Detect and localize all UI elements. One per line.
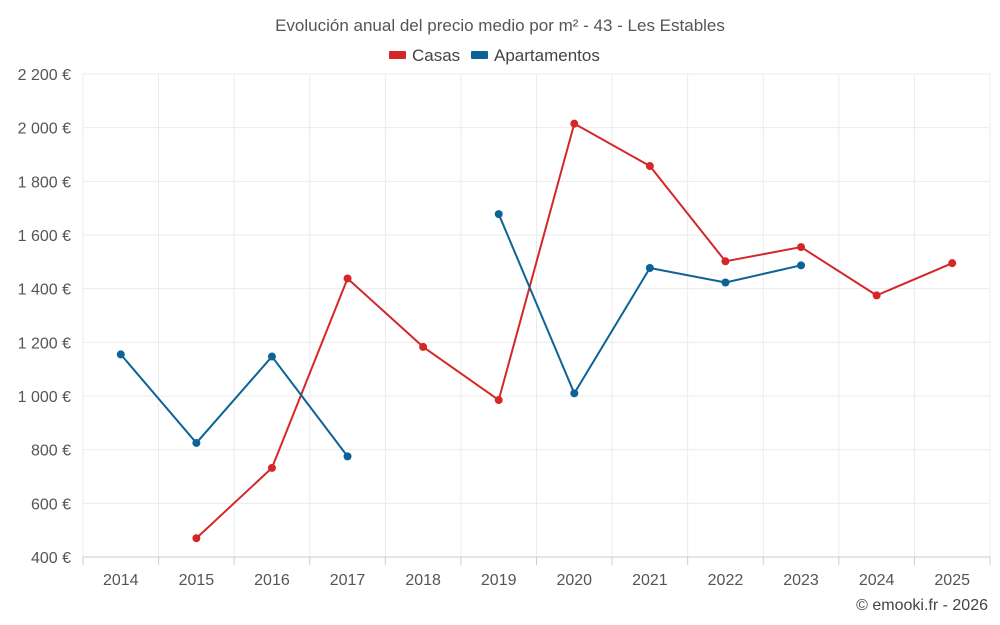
credit-text: © emooki.fr - 2026: [856, 597, 988, 614]
data-point: [267, 352, 276, 361]
data-point: [343, 274, 352, 283]
legend-label-casas: Casas: [412, 46, 460, 65]
x-tick-label: 2021: [632, 572, 668, 589]
series-apartamentos: [116, 210, 806, 461]
data-point: [494, 210, 503, 219]
y-tick-label: 1 400 €: [18, 282, 71, 299]
data-point: [797, 243, 806, 252]
x-tick-label: 2019: [481, 572, 517, 589]
y-tick-label: 800 €: [31, 443, 71, 460]
grid: [82, 73, 991, 557]
data-point: [192, 438, 201, 447]
y-tick-label: 600 €: [31, 496, 71, 513]
y-tick-label: 1 800 €: [18, 174, 71, 191]
x-tick-label: 2025: [934, 572, 970, 589]
y-tick-label: 400 €: [31, 550, 71, 567]
series-line: [497, 213, 802, 395]
x-axis: 2014 2015 2016 2017 2018 2019 2020 2021 2022 2023…: [82, 556, 991, 589]
y-axis: 400 € 600 € 800 € 1 000 € 1 200 € 1 400 € 1 60…: [18, 67, 71, 567]
data-point: [343, 452, 352, 461]
x-tick-label: 2020: [556, 572, 592, 589]
series-casas: [192, 119, 957, 543]
x-tick-label: 2016: [254, 572, 290, 589]
chart-title: Evolución anual del precio medio por m² …: [275, 16, 725, 35]
series-group: [116, 119, 957, 543]
y-tick-label: 1 000 €: [18, 389, 71, 406]
y-tick-label: 1 600 €: [18, 228, 71, 245]
x-tick-label: 2023: [783, 572, 819, 589]
data-point: [645, 162, 654, 171]
y-tick-label: 2 200 €: [18, 67, 71, 84]
data-point: [872, 291, 881, 300]
x-tick-label: 2018: [405, 572, 441, 589]
data-point: [570, 389, 579, 398]
data-point: [116, 350, 125, 359]
data-point: [721, 278, 730, 287]
x-tick-label: 2024: [859, 572, 895, 589]
data-point: [797, 261, 806, 270]
x-tick-label: 2015: [179, 572, 215, 589]
data-point: [192, 534, 201, 543]
legend: Casas Apartamentos: [389, 46, 600, 65]
legend-swatch-casas: [389, 51, 406, 59]
legend-label-apartamentos: Apartamentos: [494, 46, 600, 65]
data-point: [948, 259, 957, 268]
y-tick-label: 1 200 €: [18, 335, 71, 352]
series-line: [120, 353, 349, 457]
y-tick-label: 2 000 €: [18, 121, 71, 138]
data-point: [494, 396, 503, 405]
x-tick-label: 2017: [330, 572, 366, 589]
data-point: [721, 257, 730, 266]
x-tick-label: 2014: [103, 572, 139, 589]
data-point: [570, 119, 579, 128]
legend-swatch-apartamentos: [471, 51, 488, 59]
data-point: [645, 264, 654, 273]
data-point: [267, 463, 276, 472]
data-point: [419, 342, 428, 351]
x-tick-label: 2022: [708, 572, 744, 589]
